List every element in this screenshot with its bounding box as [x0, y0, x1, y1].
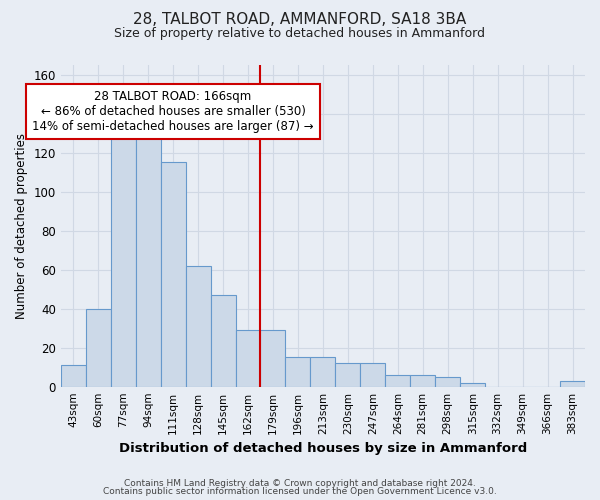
- Bar: [361, 364, 385, 386]
- Bar: [61, 365, 86, 386]
- X-axis label: Distribution of detached houses by size in Ammanford: Distribution of detached houses by size …: [119, 442, 527, 455]
- Bar: [286, 358, 310, 386]
- Bar: [435, 377, 460, 386]
- Bar: [136, 137, 161, 386]
- Bar: [460, 383, 485, 386]
- Bar: [385, 375, 410, 386]
- Text: Contains public sector information licensed under the Open Government Licence v3: Contains public sector information licen…: [103, 487, 497, 496]
- Bar: [236, 330, 260, 386]
- Text: 28 TALBOT ROAD: 166sqm
← 86% of detached houses are smaller (530)
14% of semi-de: 28 TALBOT ROAD: 166sqm ← 86% of detached…: [32, 90, 314, 134]
- Bar: [260, 330, 286, 386]
- Bar: [211, 295, 236, 386]
- Bar: [86, 308, 111, 386]
- Bar: [161, 162, 185, 386]
- Bar: [111, 137, 136, 386]
- Text: 28, TALBOT ROAD, AMMANFORD, SA18 3BA: 28, TALBOT ROAD, AMMANFORD, SA18 3BA: [133, 12, 467, 28]
- Bar: [335, 364, 361, 386]
- Y-axis label: Number of detached properties: Number of detached properties: [15, 133, 28, 319]
- Text: Size of property relative to detached houses in Ammanford: Size of property relative to detached ho…: [115, 28, 485, 40]
- Bar: [310, 358, 335, 386]
- Bar: [185, 266, 211, 386]
- Bar: [560, 381, 585, 386]
- Text: Contains HM Land Registry data © Crown copyright and database right 2024.: Contains HM Land Registry data © Crown c…: [124, 478, 476, 488]
- Bar: [410, 375, 435, 386]
